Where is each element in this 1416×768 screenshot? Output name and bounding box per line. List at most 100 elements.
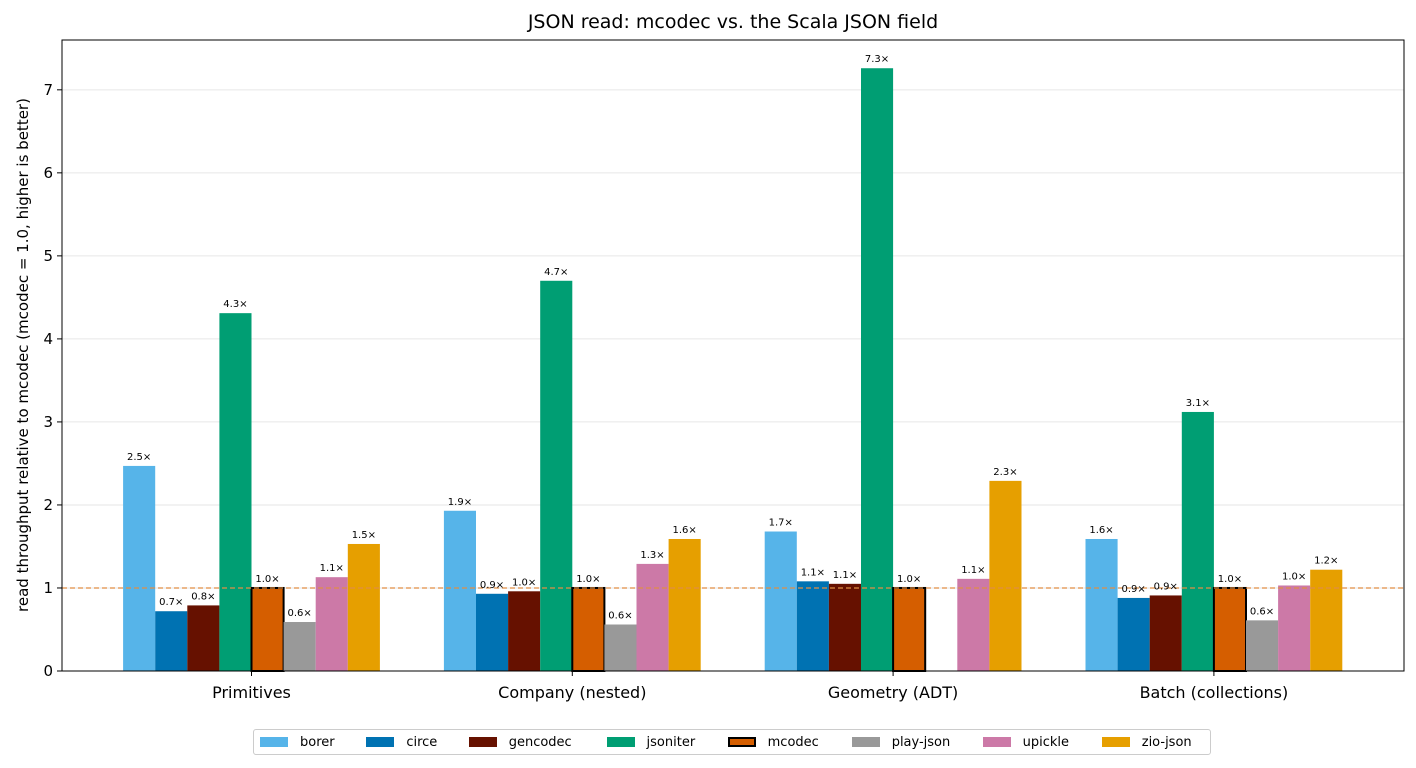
data-label: 2.5× (127, 452, 151, 463)
bar-play-json (1246, 620, 1279, 671)
legend-label: play-json (891, 734, 951, 750)
bar-play-json (283, 622, 316, 671)
y-axis-ticks: 0 1 2 3 4 5 6 7 (43, 81, 62, 680)
legend-item-upickle: upickle (982, 734, 1102, 750)
y-tick-label: 2 (43, 496, 53, 514)
bar-borer (443, 510, 476, 671)
bar-upickle (636, 563, 669, 671)
data-label: 1.7× (769, 518, 793, 529)
legend-item-mcodec: mcodec (727, 734, 852, 750)
data-label: 1.0× (1218, 574, 1242, 585)
x-tick-label: Batch (collections) (1140, 683, 1289, 702)
legend-label: circe (406, 734, 438, 750)
y-tick-label: 6 (43, 164, 53, 182)
legend-label: zio-json (1141, 734, 1192, 750)
legend-label: upickle (1022, 734, 1070, 750)
bar-jsoniter (219, 313, 252, 671)
bar-gencodec (187, 605, 220, 671)
data-label: 1.5× (352, 530, 376, 541)
y-tick-label: 5 (43, 247, 53, 265)
legend-swatch (366, 737, 395, 747)
data-label: 1.1× (320, 563, 344, 574)
bar-gencodec (1149, 595, 1182, 671)
legend-item-circe: circe (366, 735, 468, 750)
data-label: 4.7× (544, 267, 568, 278)
y-tick-label: 3 (43, 413, 53, 431)
data-label: 0.9× (480, 580, 504, 591)
legend-label: jsoniter (646, 734, 696, 750)
x-tick-label: Geometry (ADT) (828, 683, 958, 702)
data-label: 1.2× (1314, 556, 1338, 567)
data-label: 1.6× (673, 525, 697, 536)
plot-frame (61, 39, 1405, 672)
data-label: 1.9× (448, 497, 472, 508)
bar-borer (123, 465, 156, 671)
chart-title: JSON read: mcodec vs. the Scala JSON fie… (527, 11, 938, 33)
y-axis-label: read throughput relative to mcodec (mcod… (14, 98, 32, 612)
data-label: 0.6× (608, 611, 632, 622)
legend-label: gencodec (508, 734, 572, 750)
x-tick-label: Company (nested) (498, 683, 646, 702)
y-tick-label: 1 (43, 579, 53, 597)
bar-circe (155, 611, 188, 671)
bar-jsoniter (861, 68, 894, 672)
bar-gencodec (508, 591, 541, 671)
bar-gencodec (828, 583, 861, 671)
data-label: 7.3× (865, 54, 889, 65)
bar-mcodec (892, 586, 927, 673)
chart-canvas: JSON read: mcodec vs. the Scala JSON fie… (14, 11, 1405, 702)
data-label: 0.9× (1154, 581, 1178, 592)
bar-upickle (315, 577, 348, 671)
bar-zio-json (989, 480, 1022, 671)
legend-item-borer: borer (260, 735, 366, 750)
data-label: 0.6× (288, 608, 312, 619)
legend-swatch (606, 737, 635, 747)
bar-mcodec (250, 586, 285, 673)
data-label: 0.8× (191, 591, 215, 602)
legend-swatch (1101, 737, 1130, 747)
bar-circe (476, 593, 509, 671)
bar-zio-json (347, 543, 380, 671)
y-tick-label: 7 (43, 81, 53, 99)
legend-swatch (851, 737, 880, 747)
data-label: 1.3× (640, 550, 664, 561)
bar-mcodec (1212, 586, 1248, 673)
data-label: 0.9× (1122, 584, 1146, 595)
x-tick-label: Primitives (212, 683, 291, 702)
bar-circe (796, 581, 829, 671)
legend-swatch (468, 737, 497, 747)
data-label: 3.1× (1186, 398, 1210, 409)
data-label: 1.0× (1282, 571, 1306, 582)
y-tick-label: 0 (43, 662, 53, 680)
data-label: 1.1× (833, 570, 857, 581)
data-label: 1.0× (897, 574, 921, 585)
data-label: 1.1× (801, 567, 825, 578)
data-label: 1.1× (961, 565, 985, 576)
legend-label: mcodec (767, 734, 819, 750)
legend-label: borer (300, 734, 335, 750)
bar-upickle (1278, 585, 1311, 671)
legend-item-zio-json: zio-json (1101, 734, 1210, 750)
bar-upickle (957, 578, 990, 671)
legend-swatch (727, 737, 756, 747)
legend-item-jsoniter: jsoniter (606, 734, 728, 750)
legend: borer circe gencodec jsoniter mcodec play-jso… (253, 729, 1211, 755)
legend-swatch (260, 737, 288, 747)
data-label: 0.7× (159, 597, 183, 608)
data-label: 1.0× (255, 574, 279, 585)
data-label: 1.0× (512, 577, 536, 588)
data-labels: 2.5× 0.7× 0.8× 4.3× 1.0× 0.6× 1.1× 1.5× 1.9× 0.9×… (127, 54, 1338, 621)
bar-jsoniter (1181, 411, 1214, 671)
bar-zio-json (668, 538, 701, 671)
bar-borer (1085, 538, 1118, 671)
grid-lines (62, 89, 1404, 589)
data-label: 1.0× (576, 574, 600, 585)
y-tick-label: 4 (43, 330, 53, 348)
bars (123, 68, 1343, 673)
bar-play-json (604, 624, 637, 671)
bar-jsoniter (540, 280, 573, 671)
legend-item-play-json: play-json (851, 734, 983, 750)
legend-swatch (982, 737, 1011, 747)
bar-mcodec (571, 586, 606, 673)
bar-borer (764, 531, 797, 671)
